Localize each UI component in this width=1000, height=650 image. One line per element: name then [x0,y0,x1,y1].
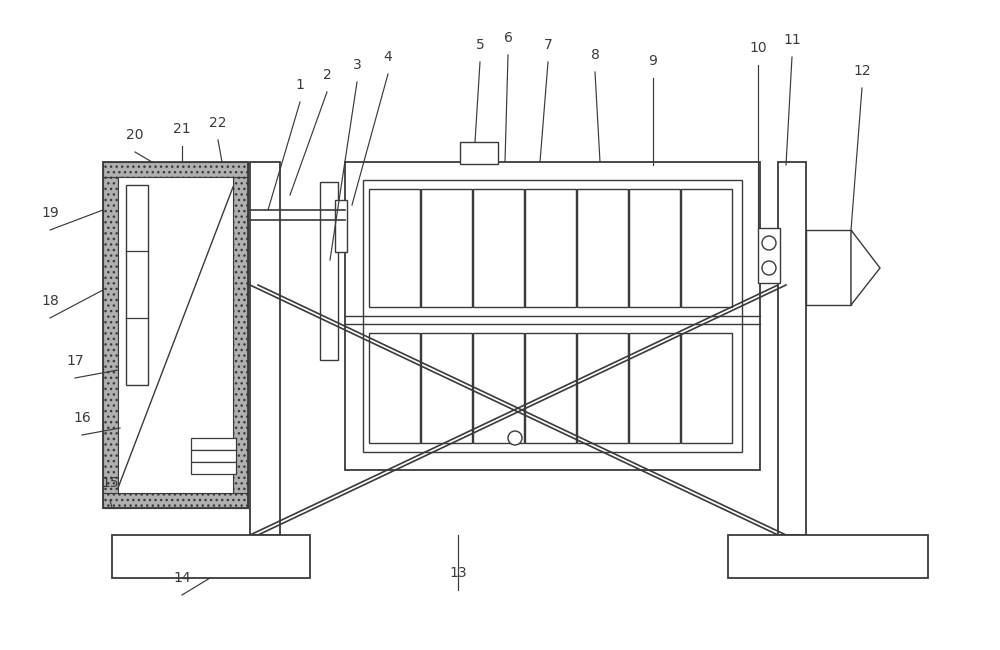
Text: 21: 21 [173,122,191,136]
Bar [369,333,420,443]
Text: 13: 13 [449,566,467,580]
Text: 12: 12 [853,64,871,78]
Text: 5: 5 [476,38,484,52]
Text: 10: 10 [749,41,767,55]
Bar [525,189,576,307]
Bar [126,185,148,385]
Bar [421,333,472,443]
Bar [728,535,928,578]
Text: 19: 19 [41,206,59,220]
Bar [473,333,524,443]
Text: 15: 15 [101,476,119,490]
Text: 20: 20 [126,128,144,142]
Text: 18: 18 [41,294,59,308]
Bar [191,438,236,450]
Polygon shape [851,230,880,305]
Circle shape [762,236,776,250]
Bar [629,333,680,443]
Text: 17: 17 [66,354,84,368]
Bar [806,230,851,305]
Bar [577,189,628,307]
Bar [473,189,524,307]
Bar [629,189,680,307]
Text: 14: 14 [173,571,191,585]
Text: 11: 11 [783,33,801,47]
Bar [191,450,236,462]
Bar [778,162,806,535]
Circle shape [508,431,522,445]
Bar [103,162,248,508]
Bar [103,493,248,508]
Text: 6: 6 [504,31,512,45]
Bar [335,200,347,252]
Bar [421,189,472,307]
Bar [112,535,310,578]
Bar [363,180,742,452]
Bar [460,142,498,164]
Bar [577,333,628,443]
Bar [681,333,732,443]
Bar [369,189,420,307]
Text: 8: 8 [591,48,599,62]
Bar [103,162,118,508]
Bar [250,162,280,535]
Bar [103,162,248,177]
Bar [525,333,576,443]
Text: 7: 7 [544,38,552,52]
Circle shape [762,261,776,275]
Text: 1: 1 [296,78,304,92]
Bar [320,182,338,360]
Bar [758,228,780,283]
Text: 22: 22 [209,116,227,130]
Bar [681,189,732,307]
Text: 2: 2 [323,68,331,82]
Text: 9: 9 [649,54,657,68]
Bar [233,162,248,508]
Text: 4: 4 [384,50,392,64]
Bar [118,177,233,493]
Bar [191,462,236,474]
Text: 16: 16 [73,411,91,425]
Bar [345,162,760,470]
Text: 3: 3 [353,58,361,72]
